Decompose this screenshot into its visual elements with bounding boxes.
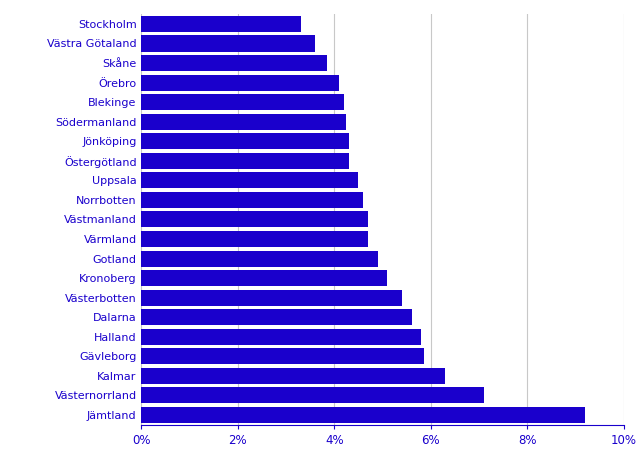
Bar <box>141 133 349 149</box>
Bar <box>141 251 378 267</box>
Bar <box>141 75 340 91</box>
Bar <box>141 368 445 384</box>
Bar <box>141 348 424 364</box>
Bar <box>141 270 387 286</box>
Bar <box>141 309 412 325</box>
Bar <box>141 114 347 130</box>
Bar <box>141 172 359 188</box>
Bar <box>141 153 349 169</box>
Bar <box>141 55 327 71</box>
Bar <box>141 231 368 247</box>
Bar <box>141 16 301 32</box>
Bar <box>141 192 363 208</box>
Bar <box>141 35 315 51</box>
Bar <box>141 290 402 306</box>
Bar <box>141 329 421 345</box>
Bar <box>141 211 368 228</box>
Bar <box>141 407 585 423</box>
Bar <box>141 388 484 404</box>
Bar <box>141 94 344 110</box>
